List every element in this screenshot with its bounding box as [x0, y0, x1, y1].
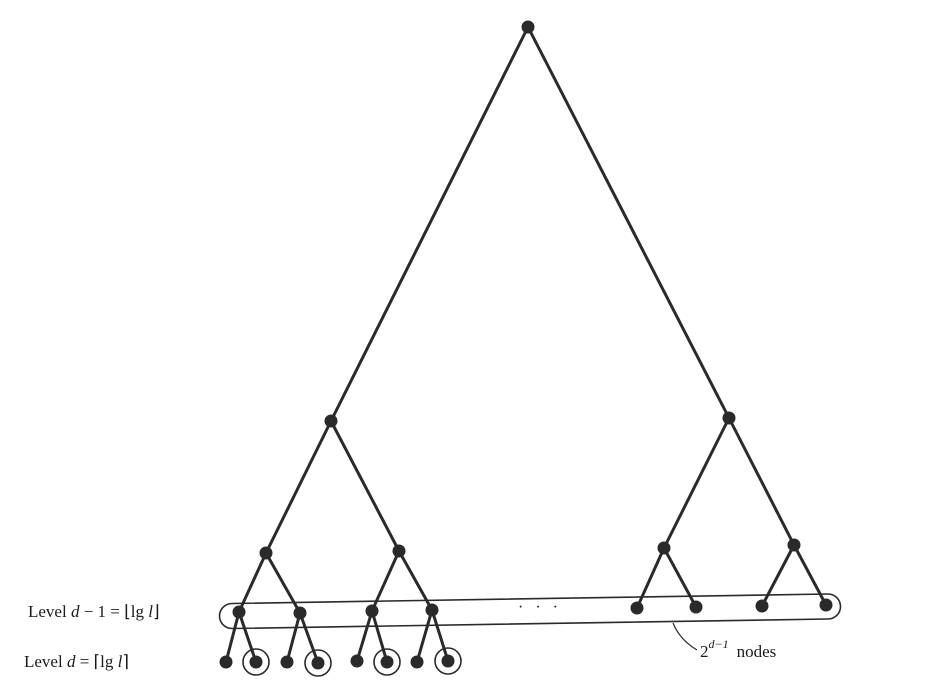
- nodes-word: nodes: [737, 642, 777, 661]
- level-d-minus-1-node: [293, 606, 307, 620]
- level-d-minus-1-node: [755, 599, 769, 613]
- leaf-node: [410, 655, 424, 669]
- edge: [727, 416, 796, 547]
- level-upper-prefix: Level: [28, 602, 71, 621]
- tree-nodes: [219, 20, 833, 670]
- level-upper-var2: l: [148, 602, 153, 621]
- level-d-minus-1-node: [425, 603, 439, 617]
- level-lower-close: ⌉: [122, 652, 129, 671]
- level-lower-prefix: Level: [24, 652, 67, 671]
- level-d-minus-1-node: [365, 604, 379, 618]
- edge: [662, 546, 698, 609]
- edge: [285, 611, 302, 664]
- tree-edges: [224, 25, 828, 665]
- leaf-node: [441, 654, 455, 668]
- nodes-count-label: 2d−1 nodes: [700, 637, 776, 661]
- ellipsis: · · ·: [518, 599, 562, 616]
- tree-node: [259, 546, 273, 560]
- leaf-ring: [304, 649, 332, 677]
- leaf-node: [350, 654, 364, 668]
- nodes-base: 2: [700, 642, 709, 661]
- leaf-node: [380, 655, 394, 669]
- level-upper-var: d: [71, 602, 80, 621]
- tree-node: [787, 538, 801, 552]
- edge: [430, 608, 450, 663]
- edge: [264, 551, 302, 615]
- edge: [329, 419, 401, 553]
- leaf-node: [311, 656, 325, 670]
- tree-node: [657, 541, 671, 555]
- level-upper-close: ⌋: [153, 602, 160, 621]
- level-band-outline: [218, 593, 842, 630]
- level-upper-rest: − 1 = ⌊lg: [79, 602, 148, 621]
- leaf-node: [219, 655, 233, 669]
- edge: [370, 609, 389, 664]
- level-lower-var2: l: [118, 652, 123, 671]
- edge: [355, 609, 374, 663]
- edge: [224, 610, 241, 664]
- level-d-minus-1-node: [630, 601, 644, 615]
- level-d-minus-1-node: [689, 600, 703, 614]
- level-lower-rest: = ⌈lg: [75, 652, 117, 671]
- edge: [792, 543, 828, 607]
- root-node: [521, 20, 535, 34]
- tree-node: [392, 544, 406, 558]
- nodes-exponent: d−1: [709, 637, 729, 651]
- edge: [264, 419, 333, 555]
- edge: [635, 546, 666, 610]
- leaf-node: [249, 655, 263, 669]
- edge: [662, 416, 731, 550]
- edge-root-left: [329, 25, 530, 423]
- level-d-minus-1-node: [232, 605, 246, 619]
- edge-root-right: [526, 25, 731, 420]
- leaf-ring: [242, 648, 270, 676]
- edge: [298, 611, 320, 665]
- tree-node: [722, 411, 736, 425]
- edge: [415, 608, 434, 664]
- level-lower-var: d: [67, 652, 76, 671]
- circled-leaves: [242, 647, 462, 677]
- leaf-ring: [434, 647, 462, 675]
- leaf-node: [280, 655, 294, 669]
- edge: [237, 610, 258, 664]
- level-d-minus-1-label: Level d − 1 = ⌊lg l⌋: [28, 602, 160, 621]
- level-d-label: Level d = ⌈lg l⌉: [24, 652, 129, 671]
- edge: [760, 543, 796, 608]
- leaf-ring: [373, 648, 401, 676]
- level-d-minus-1-node: [819, 598, 833, 612]
- nodes-label-leader: [672, 622, 698, 651]
- edge: [237, 551, 268, 614]
- tree-node: [324, 414, 338, 428]
